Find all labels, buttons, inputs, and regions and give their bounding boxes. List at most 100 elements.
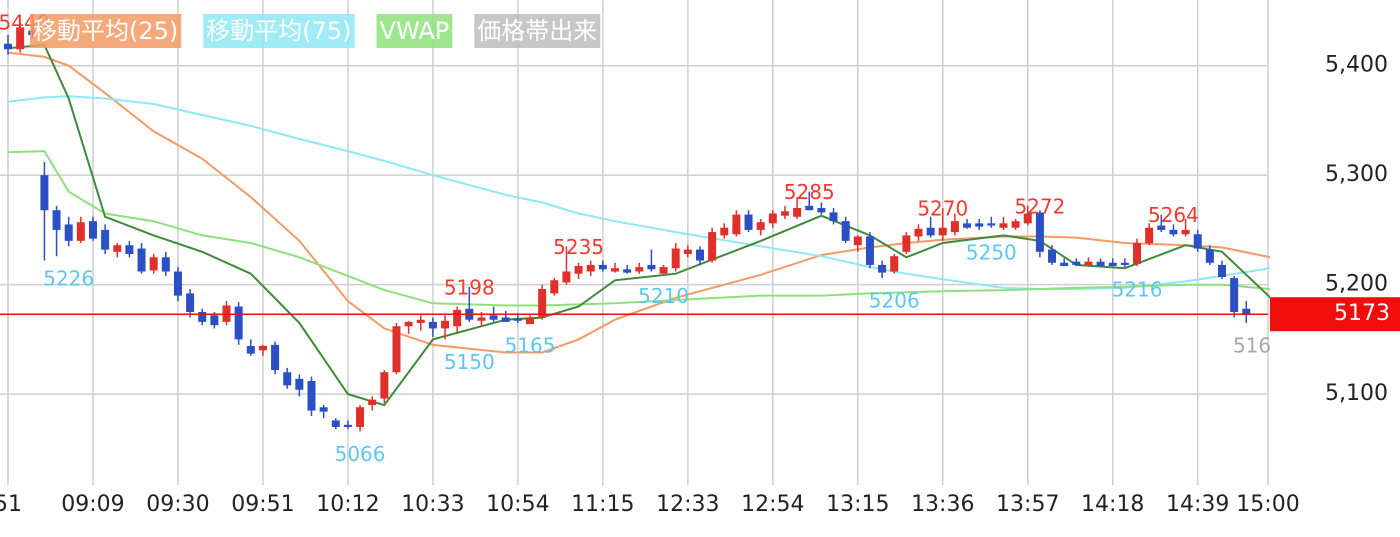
last-price-label: 5173 (1334, 301, 1390, 326)
candle-body (853, 236, 862, 246)
candle-body (392, 326, 401, 373)
candle-body (186, 293, 195, 313)
peak-label: 5165 (1233, 333, 1284, 357)
candle-body (477, 317, 486, 321)
candle-body (732, 214, 741, 235)
candle-body (198, 312, 207, 322)
x-tick-label: 10:54 (486, 492, 549, 517)
peak-label: 5250 (966, 240, 1017, 264)
x-tick-label: 13:57 (996, 492, 1059, 517)
candle-body (1205, 249, 1214, 263)
x-tick-label: 09:51 (231, 492, 294, 517)
x-tick-label: 10:12 (316, 492, 379, 517)
candle-body (428, 321, 437, 329)
legend-box (30, 14, 182, 48)
candle-body (258, 345, 267, 351)
candle-body (453, 309, 462, 327)
short-ma-line (7, 43, 1270, 407)
peak-label: 5226 (43, 267, 94, 291)
candle-body (720, 227, 729, 236)
candle-body (1048, 249, 1057, 263)
x-tick-label: 11:15 (571, 492, 634, 517)
candle-body (829, 212, 838, 222)
candle-body (1060, 262, 1069, 267)
candle-body (1230, 278, 1239, 313)
legend-box (474, 14, 601, 48)
candle-body (768, 213, 777, 224)
candle-body (368, 399, 377, 406)
candle-body (1169, 229, 1178, 235)
candle-body (611, 268, 619, 272)
candle-body (683, 249, 692, 254)
candle-body (987, 223, 996, 226)
candle-body (210, 315, 219, 326)
candle-body (1218, 264, 1226, 277)
x-tick-label: 15:00 (1236, 492, 1299, 517)
candle-body (40, 175, 49, 211)
candle-body (1193, 234, 1202, 249)
peak-label: 5198 (444, 275, 495, 299)
candle-body (76, 222, 85, 241)
legend-box (376, 14, 453, 48)
candle-body (805, 205, 814, 211)
candle-body (1035, 212, 1044, 252)
peak-label: 5216 (1112, 278, 1163, 302)
peak-label: 5150 (444, 350, 495, 374)
legend-label: 価格帯出来 (477, 17, 597, 45)
candle-body (4, 43, 12, 50)
y-tick-label: 5,200 (1325, 272, 1388, 297)
candle-body (16, 27, 25, 50)
candle-body (101, 229, 110, 250)
ma-line (7, 95, 1270, 290)
candle-body (1145, 227, 1154, 244)
candle-body (1096, 261, 1105, 267)
candle-body (234, 306, 243, 340)
candle-body (865, 236, 874, 265)
candle-body (538, 289, 547, 318)
peak-label: 5270 (917, 197, 968, 221)
x-tick-label: 13:15 (826, 492, 889, 517)
candle-body (708, 232, 717, 261)
y-tick-label: 5,300 (1325, 162, 1388, 187)
candle-body (1157, 225, 1166, 230)
x-tick-label: 10:33 (401, 492, 464, 517)
x-tick-label: 09:09 (61, 492, 124, 517)
candle-body (975, 223, 984, 227)
candle-body (623, 269, 632, 273)
candle-body (489, 315, 498, 320)
ma-line (7, 51, 1270, 354)
candle-body (659, 267, 668, 274)
candle-body (793, 208, 802, 217)
x-tick-label: 12:54 (741, 492, 804, 517)
candle-body (513, 318, 522, 321)
candle-body (950, 221, 959, 233)
candle-body (137, 248, 146, 272)
candle-body (647, 264, 656, 270)
candle-body (1133, 243, 1142, 264)
candle-body (343, 424, 352, 427)
x-tick-label: 51 (0, 492, 22, 517)
candle-body (441, 320, 450, 329)
candle-body (319, 407, 328, 412)
candle-body (926, 227, 935, 236)
candle-body (1023, 213, 1032, 224)
x-tick-label: 09:30 (146, 492, 209, 517)
candle-body (562, 271, 571, 283)
grid (0, 0, 1269, 485)
candle-body (598, 264, 607, 270)
candle-body (271, 344, 280, 371)
candle-body (283, 372, 292, 386)
x-tick-label: 14:39 (1166, 492, 1229, 517)
candle-body (878, 264, 887, 273)
peak-label: 5285 (784, 180, 835, 204)
candle-body (635, 267, 644, 272)
candle-body (404, 321, 413, 327)
candle-body (780, 211, 789, 216)
candle-body (161, 257, 170, 272)
candle-body (963, 223, 972, 228)
candle-body (526, 317, 535, 325)
candle-body (52, 210, 61, 230)
candle-body (307, 380, 316, 411)
candle-body (64, 224, 73, 241)
